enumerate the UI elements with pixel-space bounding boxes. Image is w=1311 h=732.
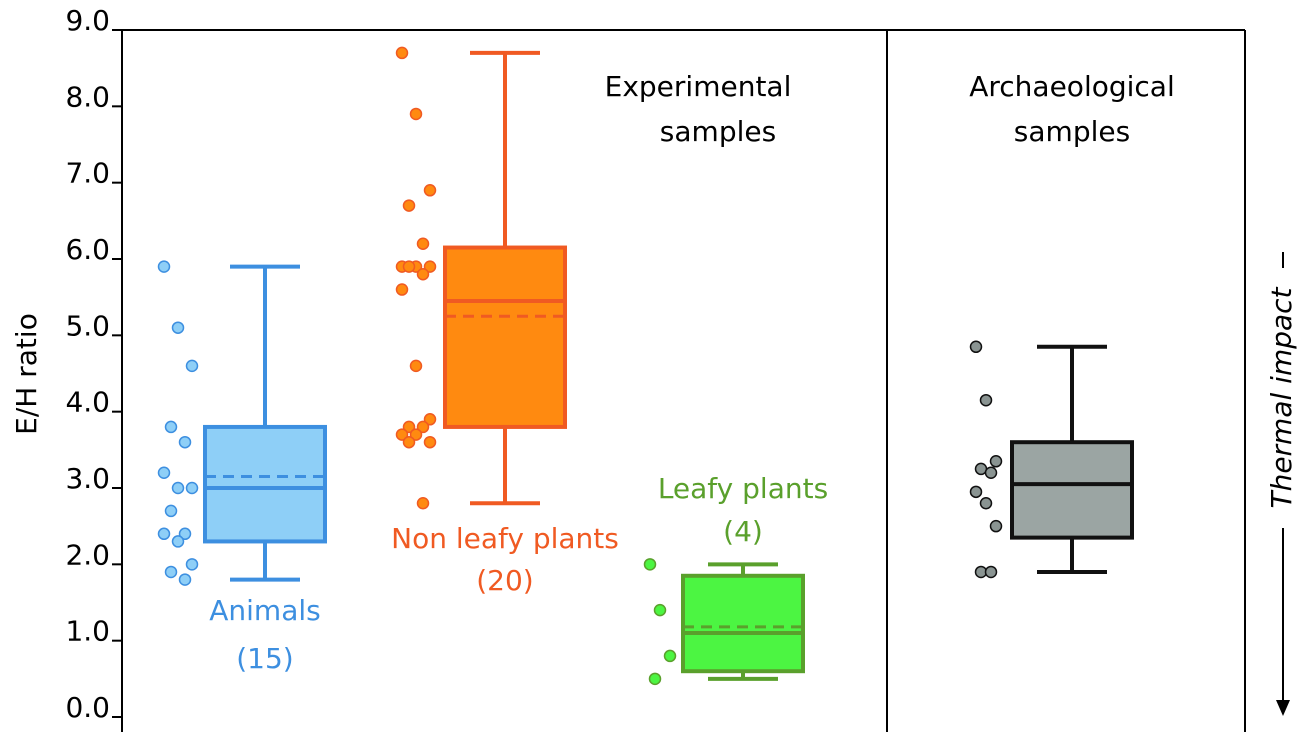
group-label: Leafy plants xyxy=(658,472,828,505)
data-point xyxy=(979,497,993,510)
y-tick-label: 9.0 xyxy=(65,4,110,37)
data-point xyxy=(164,504,178,518)
data-point xyxy=(409,107,423,121)
data-point xyxy=(185,359,199,373)
data-point xyxy=(178,573,192,586)
y-tick-label: 8.0 xyxy=(65,80,110,113)
data-point xyxy=(395,283,409,296)
side-label: Thermal impact xyxy=(1265,286,1298,508)
data-point xyxy=(171,535,185,548)
data-point xyxy=(423,413,437,426)
data-point xyxy=(663,649,677,663)
data-point xyxy=(416,237,430,250)
group-label: Non leafy plants xyxy=(391,522,619,555)
data-point xyxy=(423,260,437,273)
data-point xyxy=(185,558,199,571)
data-point xyxy=(969,340,983,354)
data-point xyxy=(653,603,667,617)
data-point xyxy=(979,393,993,407)
y-tick-label: 5.0 xyxy=(65,309,110,342)
box xyxy=(443,245,567,429)
data-point xyxy=(409,428,423,441)
data-point xyxy=(416,268,430,281)
data-point xyxy=(157,260,171,273)
data-point xyxy=(185,481,199,495)
box xyxy=(1010,440,1134,540)
data-point xyxy=(648,672,662,686)
data-point xyxy=(409,359,423,373)
panel-title: Experimental xyxy=(605,70,792,103)
data-point xyxy=(989,519,1003,533)
data-point xyxy=(395,46,409,60)
data-point xyxy=(402,199,416,212)
data-point xyxy=(171,321,185,334)
group-label: Animals xyxy=(209,594,320,627)
data-point xyxy=(423,184,437,197)
data-point xyxy=(402,260,416,273)
data-point xyxy=(423,435,437,449)
data-point xyxy=(171,481,185,495)
data-point xyxy=(402,435,416,449)
y-tick-label: 0.0 xyxy=(65,691,110,724)
data-point xyxy=(157,466,171,479)
data-point xyxy=(969,485,983,499)
y-tick-label: 3.0 xyxy=(65,462,110,495)
y-axis-label: E/H ratio xyxy=(10,313,43,435)
data-point xyxy=(984,466,998,479)
y-tick-label: 4.0 xyxy=(65,386,110,419)
data-point xyxy=(178,527,192,541)
data-point xyxy=(164,420,178,434)
data-point xyxy=(989,455,1003,468)
data-point xyxy=(416,420,430,434)
group-count: (20) xyxy=(476,564,533,597)
panel-title: Archaeological xyxy=(969,70,1175,103)
group-count: (15) xyxy=(236,642,293,675)
y-tick-label: 1.0 xyxy=(65,615,110,648)
data-point xyxy=(643,558,657,571)
data-point xyxy=(984,565,998,579)
y-tick-label: 2.0 xyxy=(65,538,110,571)
group-count: (4) xyxy=(723,515,763,548)
y-tick-label: 7.0 xyxy=(65,157,110,190)
data-point xyxy=(416,497,430,510)
side-arrow-head xyxy=(1276,700,1290,716)
data-point xyxy=(395,428,409,441)
panel-title: samples xyxy=(1014,115,1130,148)
panel-title: samples xyxy=(660,115,776,148)
data-point xyxy=(164,565,178,579)
y-tick-label: 6.0 xyxy=(65,233,110,266)
data-point xyxy=(178,435,192,449)
data-point xyxy=(402,420,416,434)
data-point xyxy=(157,527,171,541)
box xyxy=(203,424,327,544)
box xyxy=(681,573,805,674)
